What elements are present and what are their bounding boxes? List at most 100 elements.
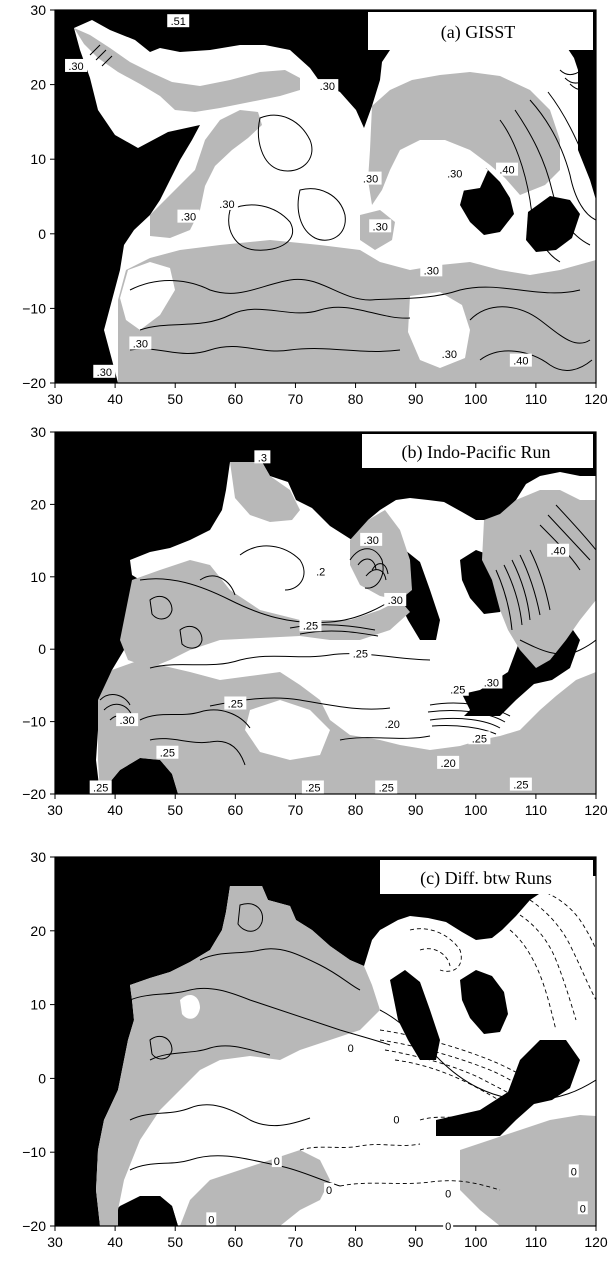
- contour-label: 0: [445, 1189, 451, 1201]
- contour-labels: 0 0 0 0 0 0 0 0 0: [206, 1041, 588, 1233]
- contour-label-bg: [381, 716, 404, 730]
- contour-label-bg: [468, 731, 491, 745]
- contour-line-dashed: [519, 914, 577, 1021]
- panel-a: (a) GISST .30.51.30.30.30.40.30.30.30.30…: [22, 2, 608, 407]
- contour-label-bg: [206, 1212, 217, 1226]
- y-tick-label: 10: [30, 997, 46, 1013]
- shading-gray: [74, 28, 300, 112]
- contour-label: .30: [388, 595, 403, 607]
- contour-label: .30: [363, 174, 378, 186]
- land-mask: [460, 970, 508, 1034]
- contour-line: [559, 61, 591, 75]
- contour-label-bg: [369, 219, 392, 233]
- shading-gray: [482, 490, 596, 668]
- contour-label-bg: [324, 1182, 335, 1196]
- x-tick-label: 80: [348, 802, 364, 818]
- contour-line: [564, 69, 595, 84]
- contour-line: [339, 735, 431, 741]
- contour-line: [129, 1104, 311, 1127]
- contour-line: [469, 306, 591, 344]
- x-tick-label: 30: [47, 1234, 63, 1250]
- panel-title: (c) Diff. btw Runs: [420, 868, 552, 889]
- contour-label-bg: [316, 79, 339, 93]
- x-tick-label: 70: [288, 1234, 304, 1250]
- contour-label-bg: [437, 755, 460, 769]
- contour-line: [129, 987, 391, 1046]
- shading-gray: [118, 240, 596, 383]
- x-tick-label: 120: [584, 1234, 608, 1250]
- x-axis: 30 40 50 60 70 80 90 100 110 120: [47, 383, 608, 407]
- contour-line: [379, 1009, 596, 1101]
- contour-line: [61, 235, 77, 255]
- contour-line: [479, 350, 593, 371]
- contour-label-bg: [93, 364, 116, 378]
- contour-label-bg: [360, 532, 383, 546]
- x-tick-label: 30: [47, 391, 63, 407]
- y-tick-label: −20: [22, 375, 46, 391]
- panel-title-box: [362, 434, 593, 468]
- contour-label: .25: [305, 782, 320, 794]
- contour-label: 0: [348, 1043, 354, 1055]
- panel-title: (b) Indo-Pacific Run: [402, 442, 551, 463]
- x-tick-label: 40: [107, 391, 123, 407]
- shading-gray: [230, 462, 300, 522]
- x-tick-label: 90: [408, 1234, 424, 1250]
- contour-line: [139, 578, 401, 624]
- contour-label: .30: [484, 678, 499, 690]
- contour-label: .51: [171, 16, 186, 28]
- contour-label: .30: [119, 715, 134, 727]
- contour-label: .3: [258, 452, 267, 464]
- x-tick-label: 70: [288, 391, 304, 407]
- contour-label-bg: [254, 450, 271, 464]
- contour-label: .25: [228, 699, 243, 711]
- contour-label-bg: [89, 780, 112, 794]
- contour-label: 0: [571, 1166, 577, 1178]
- contour-label-bg: [312, 564, 329, 578]
- contour-label: .30: [97, 367, 112, 379]
- shading-gray: [350, 510, 412, 600]
- contour-line-dashed: [379, 1039, 536, 1095]
- contour-label-bg: [215, 196, 238, 210]
- contour-label: .25: [160, 748, 175, 760]
- y-tick-label: −20: [22, 1218, 46, 1234]
- contour-label-bg: [446, 682, 469, 696]
- contour-label: .30: [447, 168, 462, 180]
- contour-label-bg: [359, 171, 382, 185]
- y-tick-label: 30: [30, 424, 46, 440]
- white-region: [180, 994, 200, 1019]
- contour-label: .40: [499, 165, 514, 177]
- y-tick-label: −20: [22, 786, 46, 802]
- contour-label: .30: [181, 212, 196, 224]
- land-mask: [436, 1040, 580, 1136]
- contour-line-dashed: [529, 899, 596, 1001]
- contour-line: [179, 625, 203, 649]
- contour-line: [129, 1155, 341, 1187]
- contour-label-bg: [496, 162, 519, 176]
- contour-label: .20: [385, 719, 400, 731]
- contour-label-bg: [438, 346, 461, 360]
- panel-c: (c) Diff. btw Runs 0 0 0 0 0 0 0 0 0 30 40 50 60 70 8…: [22, 849, 608, 1250]
- x-tick-label: 60: [228, 391, 244, 407]
- x-tick-label: 120: [584, 391, 608, 407]
- contour-line: [149, 595, 173, 620]
- contour-line: [89, 27, 193, 67]
- contour-line-dashed: [299, 1143, 421, 1151]
- y-tick-label: 0: [38, 1070, 46, 1086]
- contour-label: 0: [208, 1214, 214, 1226]
- contour-label: .25: [513, 780, 528, 792]
- panel-title-box: [368, 12, 593, 50]
- land-mask: [140, 758, 178, 794]
- x-tick-label: 80: [348, 1234, 364, 1250]
- contour-label-bg: [509, 353, 532, 367]
- contour-line: [297, 188, 346, 241]
- y-tick-label: −10: [22, 1144, 46, 1160]
- contour-label: .25: [450, 685, 465, 697]
- contour-label: .25: [353, 649, 368, 661]
- contour-label-bg: [443, 166, 466, 180]
- x-tick-label: 110: [525, 1234, 548, 1250]
- white-region: [245, 700, 330, 760]
- contour-label: .30: [442, 349, 457, 361]
- contour-label: 0: [274, 1156, 280, 1168]
- x-tick-label: 80: [348, 391, 364, 407]
